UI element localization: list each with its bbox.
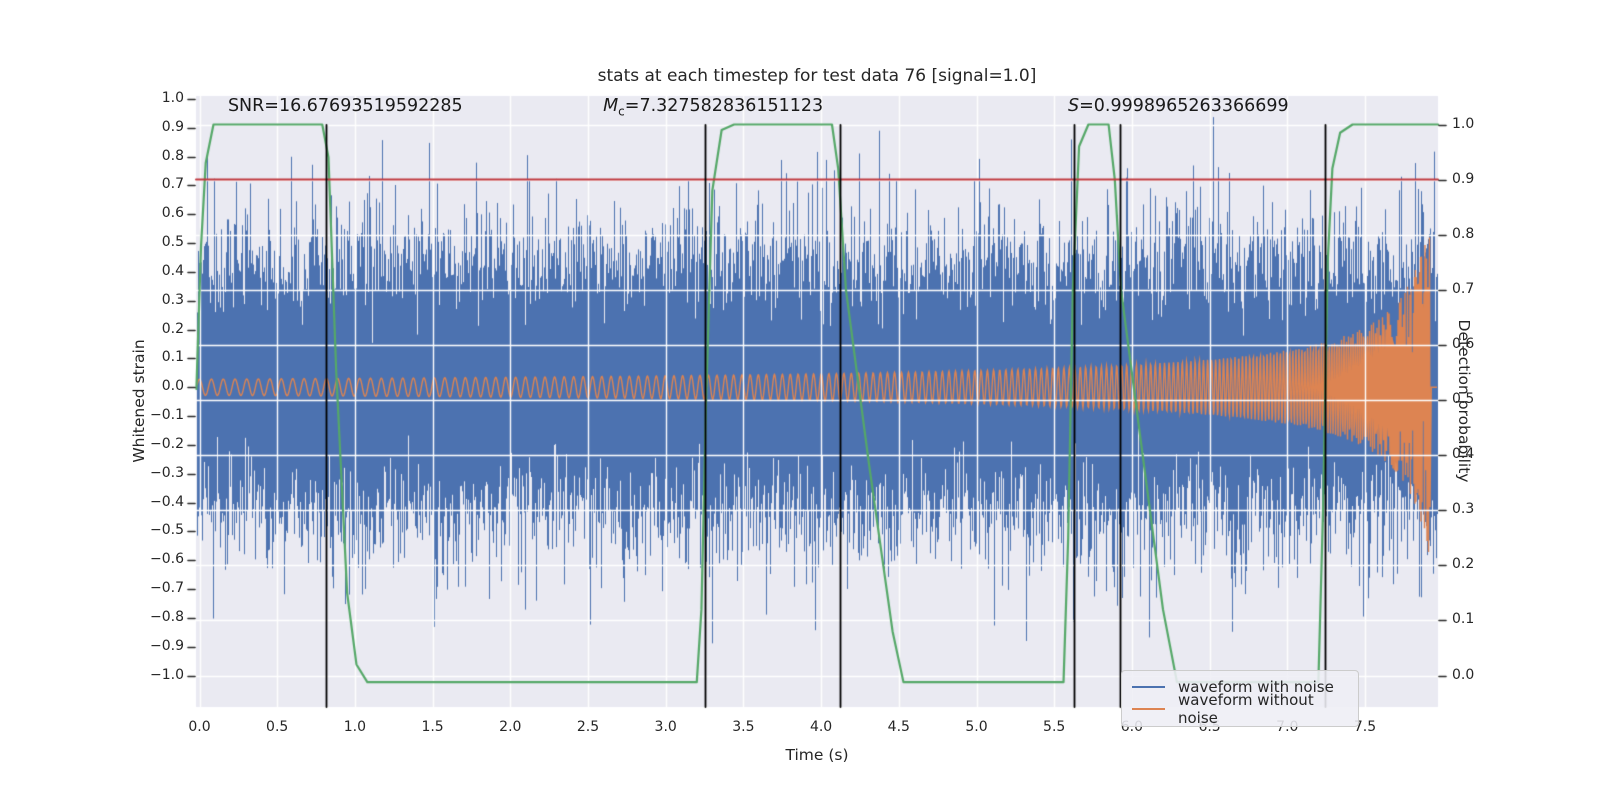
legend: waveform with noise waveform without nois… [1121,670,1359,727]
annotation-snr: SNR=16.67693519592285 [228,96,463,116]
y-tick-label-left: 0.2 [161,320,184,337]
y-tick-label-right: 0.1 [1452,611,1475,628]
x-tick-label: 4.0 [809,719,833,735]
y-tick-label-right: 0.3 [1452,501,1475,518]
y-tick-label-left: 0.6 [161,205,184,222]
y-tick-label-left: 0.5 [161,234,184,251]
annotation-s: S=0.9998965263366699 [1068,96,1289,116]
annotation-symbol: S [1068,96,1080,116]
x-tick-label: 0.0 [188,719,211,735]
y-tick-label-right: 0.6 [1452,335,1475,352]
y-tick-label-right: 0.7 [1452,280,1475,297]
legend-label: waveform without noise [1178,691,1314,727]
y-tick-label-right: 0.0 [1452,666,1475,683]
annotation-value: =7.327582836151123 [624,96,824,116]
annotation-symbol: SNR [227,96,265,116]
annotation-subscript: c [618,104,625,119]
legend-line-swatch [1132,686,1165,688]
legend-label: waveform with noise [1178,678,1334,696]
y-tick-label-left: −0.1 [150,407,184,424]
x-tick-label: 3.0 [654,719,677,735]
y-tick-label-left: 0.0 [161,378,184,395]
annotation-value: =16.67693519592285 [264,96,463,116]
x-axis-label: Time (s) [785,746,849,764]
y-tick-label-left: −0.8 [150,608,184,625]
y-tick-label-left: −0.9 [150,637,184,654]
y-tick-label-left: −0.6 [150,551,184,568]
annotation-value: =0.9998965263366699 [1079,96,1289,116]
y-tick-label-left: 0.8 [161,147,184,164]
annotation-m: Mc=7.327582836151123 [603,96,823,119]
y-tick-label-left: 0.7 [161,176,184,193]
x-tick-label: 1.5 [421,719,444,735]
x-tick-label: 0.5 [266,719,289,735]
x-tick-label: 5.0 [965,719,988,735]
y-tick-label-left: −0.3 [150,464,184,481]
x-tick-label: 4.5 [887,719,910,735]
y-tick-label-right: 0.4 [1452,446,1475,463]
y-tick-label-left: 0.9 [161,118,184,135]
y-tick-label-left: 0.3 [161,291,184,308]
x-tick-label: 2.0 [499,719,522,735]
x-tick-label: 1.0 [343,719,367,735]
x-tick-label: 5.5 [1043,719,1066,735]
legend-entry: waveform without noise [1132,691,1348,727]
y-tick-label-left: −0.4 [150,493,184,510]
y-tick-label-right: 0.2 [1452,556,1475,573]
x-tick-label: 3.5 [732,719,755,735]
legend-entry: waveform with noise [1132,676,1348,698]
y-tick-label-left: −0.2 [150,435,184,452]
y-tick-label-left: −0.5 [150,522,184,539]
y-tick-label-right: 0.8 [1452,225,1475,242]
x-tick-label: 7.5 [1353,719,1377,735]
chart-title: stats at each timestep for test data 76 … [597,66,1037,86]
y-tick-label-left: −0.7 [150,580,184,597]
y-tick-label-left: 1.0 [161,90,184,106]
annotation-symbol: M [603,96,619,116]
y-tick-label-right: 0.5 [1452,391,1475,407]
y-tick-label-right: 0.9 [1452,170,1475,187]
y-tick-label-left: 0.1 [161,349,184,366]
y-tick-label-left: 0.4 [161,262,184,279]
y-tick-label-left: −1.0 [150,666,184,683]
x-tick-label: 2.5 [576,719,600,735]
legend-line-swatch [1132,708,1165,710]
y-tick-label-right: 1.0 [1452,115,1475,132]
